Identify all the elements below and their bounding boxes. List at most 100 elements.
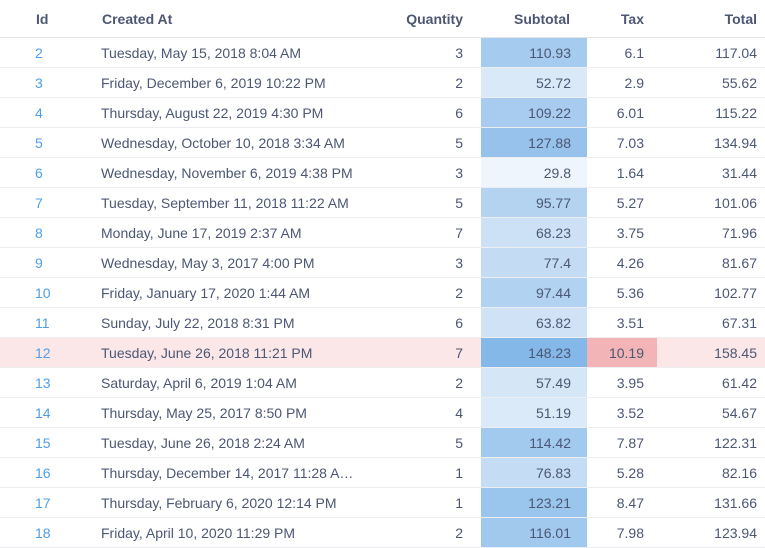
cell-quantity: 2: [455, 524, 463, 541]
cell-created-at: Thursday, December 14, 2017 11:28 A…: [101, 464, 354, 481]
cell-id[interactable]: 9: [20, 248, 90, 277]
id-link[interactable]: 5: [35, 134, 43, 151]
cell-total: 123.94: [714, 524, 757, 541]
cell-id[interactable]: 11: [20, 308, 90, 337]
cell-id[interactable]: 15: [20, 428, 90, 457]
cell-id[interactable]: 7: [20, 188, 90, 217]
table-row: 7 Tuesday, September 11, 2018 11:22 AM 5 95…: [0, 188, 765, 218]
cell-quantity: 2: [455, 374, 463, 391]
cell-subtotal: 116.01: [481, 518, 587, 547]
cell-subtotal: 29.8: [481, 158, 587, 187]
table-row: 11 Sunday, July 22, 2018 8:31 PM 6 63.82 3.5…: [0, 308, 765, 338]
cell-id[interactable]: 2: [20, 38, 90, 67]
cell-id[interactable]: 10: [20, 278, 90, 307]
cell-total: 54.67: [721, 404, 757, 421]
column-header-tax[interactable]: Tax: [620, 10, 644, 27]
cell-tax: 10.19: [587, 338, 657, 367]
cell-quantity: 4: [455, 404, 463, 421]
cell-total: 81.67: [721, 254, 757, 271]
cell-created-at: Tuesday, June 26, 2018 2:24 AM: [101, 434, 305, 451]
cell-tax: 5.28: [616, 464, 644, 481]
column-header-id[interactable]: Id: [36, 10, 49, 27]
cell-tax: 7.98: [616, 524, 644, 541]
cell-total: 55.62: [721, 74, 757, 91]
cell-total: 82.16: [721, 464, 757, 481]
cell-created-at: Friday, April 10, 2020 11:29 PM: [101, 524, 296, 541]
table-row: 18 Friday, April 10, 2020 11:29 PM 2 116.01…: [0, 518, 765, 548]
table-row: 14 Thursday, May 25, 2017 8:50 PM 4 51.19 3.…: [0, 398, 765, 428]
id-link[interactable]: 11: [35, 314, 50, 331]
table-body: 2 Tuesday, May 15, 2018 8:04 AM 3 110.93 6.1…: [0, 38, 765, 548]
cell-id[interactable]: 16: [20, 458, 90, 487]
id-link[interactable]: 17: [35, 494, 51, 511]
cell-created-at: Monday, June 17, 2019 2:37 AM: [101, 224, 302, 241]
cell-quantity: 5: [455, 194, 463, 211]
cell-quantity: 1: [455, 464, 463, 481]
id-link[interactable]: 12: [35, 344, 51, 361]
cell-total: 61.42: [721, 374, 757, 391]
cell-created-at: Friday, January 17, 2020 1:44 AM: [101, 284, 311, 301]
cell-id[interactable]: 4: [20, 98, 90, 127]
cell-tax: 7.03: [616, 134, 644, 151]
cell-subtotal: 63.82: [481, 308, 587, 337]
table-row: 15 Tuesday, June 26, 2018 2:24 AM 5 114.42 7…: [0, 428, 765, 458]
cell-total: 158.45: [714, 344, 757, 361]
cell-subtotal: 114.42: [481, 428, 587, 457]
column-header-created-at[interactable]: Created At: [102, 10, 173, 27]
table-row: 3 Friday, December 6, 2019 10:22 PM 2 52.72…: [0, 68, 765, 98]
cell-subtotal: 97.44: [481, 278, 587, 307]
cell-id[interactable]: 17: [20, 488, 90, 517]
cell-subtotal: 148.23: [481, 338, 587, 367]
id-link[interactable]: 9: [35, 254, 43, 271]
cell-quantity: 7: [455, 344, 463, 361]
id-link[interactable]: 16: [35, 464, 51, 481]
cell-quantity: 3: [455, 164, 463, 181]
cell-created-at: Wednesday, November 6, 2019 4:38 PM: [101, 164, 353, 181]
cell-id[interactable]: 14: [20, 398, 90, 427]
id-link[interactable]: 18: [35, 524, 51, 541]
cell-subtotal: 110.93: [481, 38, 587, 67]
id-link[interactable]: 15: [35, 434, 51, 451]
id-link[interactable]: 14: [35, 404, 51, 421]
cell-total: 115.22: [715, 104, 757, 121]
column-header-subtotal[interactable]: Subtotal: [514, 10, 570, 27]
cell-tax: 3.95: [616, 374, 644, 391]
cell-id[interactable]: 13: [20, 368, 90, 397]
id-link[interactable]: 2: [35, 44, 43, 61]
cell-total: 71.96: [721, 224, 757, 241]
cell-created-at: Saturday, April 6, 2019 1:04 AM: [101, 374, 297, 391]
id-link[interactable]: 8: [35, 224, 43, 241]
cell-id[interactable]: 3: [20, 68, 90, 97]
cell-quantity: 2: [455, 74, 463, 91]
column-header-quantity[interactable]: Quantity: [406, 10, 463, 27]
cell-quantity: 2: [455, 284, 463, 301]
table-row: 16 Thursday, December 14, 2017 11:28 A… 1 7…: [0, 458, 765, 488]
cell-id[interactable]: 12: [20, 338, 90, 367]
cell-quantity: 1: [455, 494, 463, 511]
id-link[interactable]: 7: [35, 194, 43, 211]
id-link[interactable]: 3: [35, 74, 43, 91]
cell-quantity: 5: [455, 134, 463, 151]
cell-total: 131.66: [714, 494, 757, 511]
table-row: 8 Monday, June 17, 2019 2:37 AM 7 68.23 3.75…: [0, 218, 765, 248]
cell-created-at: Wednesday, May 3, 2017 4:00 PM: [101, 254, 315, 271]
id-link[interactable]: 10: [35, 284, 51, 301]
cell-created-at: Tuesday, June 26, 2018 11:21 PM: [101, 344, 313, 361]
cell-tax: 7.87: [616, 434, 644, 451]
table-row: 6 Wednesday, November 6, 2019 4:38 PM 3 29.…: [0, 158, 765, 188]
cell-total: 134.94: [714, 134, 757, 151]
table-row: 9 Wednesday, May 3, 2017 4:00 PM 3 77.4 4.26…: [0, 248, 765, 278]
cell-total: 67.31: [721, 314, 757, 331]
cell-id[interactable]: 8: [20, 218, 90, 247]
cell-id[interactable]: 6: [20, 158, 90, 187]
cell-id[interactable]: 5: [20, 128, 90, 157]
cell-subtotal: 52.72: [481, 68, 587, 97]
column-header-total[interactable]: Total: [724, 10, 757, 27]
cell-subtotal: 51.19: [481, 398, 587, 427]
id-link[interactable]: 6: [35, 164, 43, 181]
id-link[interactable]: 4: [35, 104, 43, 121]
cell-id[interactable]: 18: [20, 518, 90, 547]
cell-total: 102.77: [714, 284, 757, 301]
id-link[interactable]: 13: [35, 374, 51, 391]
cell-total: 117.04: [715, 44, 757, 61]
